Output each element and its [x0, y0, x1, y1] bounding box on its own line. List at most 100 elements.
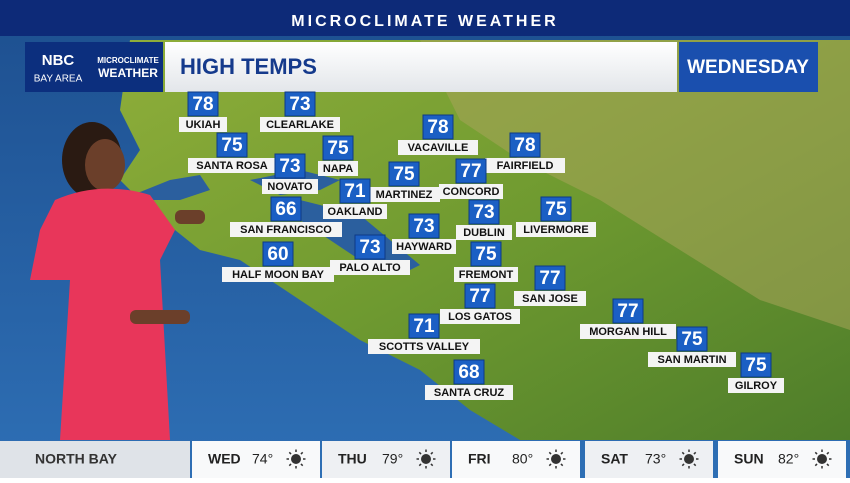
forecast-temp: 80° [512, 451, 533, 467]
sun-ray [300, 463, 304, 467]
temp-value: 77 [539, 268, 560, 289]
header-bar [165, 42, 677, 92]
temp-value: 75 [221, 135, 243, 156]
city-box [230, 222, 342, 237]
city-name: SANTA CRUZ [434, 387, 505, 399]
logo-region: BAY AREA [34, 74, 83, 85]
temp-box [354, 234, 386, 260]
city-name: LIVERMORE [523, 224, 588, 236]
temp-value: 73 [279, 156, 300, 177]
city-box [318, 161, 358, 176]
forecast-temp: 79° [382, 451, 403, 467]
footer: NORTH BAY WED 74° THU 79° FRI 80° SAT 73° SUN 82° [0, 441, 846, 478]
temp-value: 77 [617, 301, 638, 322]
city-box [514, 291, 586, 306]
city-box [323, 204, 387, 219]
sun-icon [684, 454, 694, 464]
temp-box [408, 313, 440, 339]
day-box [679, 42, 818, 92]
temp-box [612, 298, 644, 324]
city-box [440, 309, 520, 324]
forecast-temp: 74° [252, 451, 273, 467]
temp-value: 73 [413, 216, 434, 237]
city-name: GILROY [735, 380, 778, 392]
city-name: MORGAN HILL [589, 326, 667, 338]
sun-ray [560, 451, 564, 455]
temp-value: 75 [327, 138, 349, 159]
sun-ray [560, 463, 564, 467]
sun-ray [430, 451, 434, 455]
temp-box [408, 213, 440, 239]
temp-value: 75 [681, 329, 703, 350]
temp-box [270, 196, 302, 222]
city-name: FREMONT [459, 269, 514, 281]
temp-box [187, 91, 219, 117]
city-box [580, 324, 676, 339]
city-box [222, 267, 334, 282]
temp-value: 68 [458, 362, 479, 383]
sun-ray [418, 451, 422, 455]
temp-value: 75 [475, 244, 497, 265]
forecast-day: THU [338, 451, 367, 467]
forecast-day: SAT [601, 451, 628, 467]
temp-box [422, 114, 454, 140]
city-box [188, 158, 276, 173]
city-box [398, 140, 478, 155]
sun-icon [421, 454, 431, 464]
temp-box [540, 196, 572, 222]
temp-box [676, 326, 708, 352]
city-box [392, 239, 456, 254]
temp-box [339, 178, 371, 204]
sun-ray [430, 463, 434, 467]
sun-ray [693, 451, 697, 455]
temp-box [464, 283, 496, 309]
temp-box [509, 132, 541, 158]
sun-ray [288, 463, 292, 467]
city-name: FAIRFIELD [497, 160, 554, 172]
temp-box [216, 132, 248, 158]
city-name: NOVATO [267, 181, 313, 193]
sun-ray [681, 451, 685, 455]
temp-value: 73 [359, 237, 380, 258]
temp-value: 71 [413, 316, 435, 337]
city-box [330, 260, 410, 275]
sun-ray [826, 463, 830, 467]
city-box [425, 385, 513, 400]
city-box [485, 158, 565, 173]
city-name: SCOTTS VALLEY [379, 341, 470, 353]
sun-ray [814, 451, 818, 455]
temp-value: 60 [267, 244, 288, 265]
temp-box [534, 265, 566, 291]
footer-region: NORTH BAY [35, 451, 118, 467]
city-name: HALF MOON BAY [232, 269, 325, 281]
sun-ray [693, 463, 697, 467]
city-box [368, 339, 480, 354]
sun-ray [826, 451, 830, 455]
sun-ray [288, 451, 292, 455]
city-name: SAN JOSE [522, 293, 578, 305]
city-box [260, 117, 340, 132]
city-name: DUBLIN [463, 227, 505, 239]
sun-ray [814, 463, 818, 467]
sun-ray [681, 463, 685, 467]
temp-value: 73 [289, 94, 310, 115]
city-box [179, 117, 227, 132]
city-name: OAKLAND [328, 206, 383, 218]
banner: MICROCLIMATE WEATHER [291, 13, 558, 30]
sun-icon [291, 454, 301, 464]
city-box [454, 267, 518, 282]
temp-value: 71 [344, 181, 366, 202]
city-name: SANTA ROSA [196, 160, 268, 172]
sun-icon [817, 454, 827, 464]
header-day: WEDNESDAY [687, 57, 809, 78]
temp-box [468, 199, 500, 225]
temp-box [740, 352, 772, 378]
sun-ray [548, 463, 552, 467]
sun-ray [548, 451, 552, 455]
city-name: NAPA [323, 163, 353, 175]
city-name: LOS GATOS [448, 311, 512, 323]
logo-network: NBC [42, 52, 75, 69]
city-box [368, 187, 440, 202]
temp-value: 75 [545, 199, 567, 220]
